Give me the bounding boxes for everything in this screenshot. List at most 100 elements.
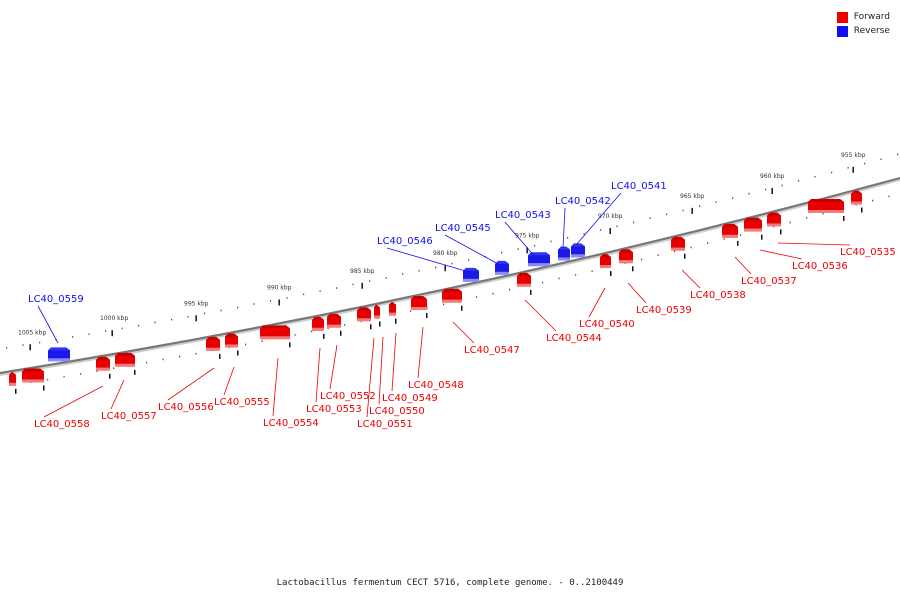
gene-label[interactable]: LC40_0550 (369, 406, 425, 417)
LC40_0554-gene[interactable] (327, 313, 342, 336)
gene-box[interactable] (96, 356, 111, 379)
gene-label[interactable]: LC40_0545 (435, 223, 491, 234)
LC40_0545-gene[interactable] (495, 260, 509, 275)
LC40_0557-gene[interactable] (225, 333, 239, 356)
scale-dot (195, 352, 197, 355)
scale-dot (740, 234, 742, 236)
LC40_0542-gene[interactable] (558, 246, 570, 261)
legend: Forward Reverse (836, 10, 890, 38)
LC40_0540-gene[interactable] (671, 236, 686, 259)
tick-mark (195, 315, 197, 322)
LC40_0537-gene[interactable] (767, 212, 782, 235)
scale-dot (674, 250, 676, 253)
gene-label[interactable]: LC40_0542 (555, 196, 611, 207)
scale-dot (641, 258, 643, 261)
gene-label[interactable]: LC40_0546 (377, 236, 433, 247)
gene-box[interactable] (115, 352, 136, 375)
gene-features (9, 190, 863, 394)
gene-label[interactable]: LC40_0547 (464, 345, 520, 356)
LC40_0556-gene[interactable] (260, 325, 291, 348)
LC40_0535-gene[interactable] (851, 190, 863, 213)
scale-dot (682, 209, 684, 212)
gene-leader-line (386, 247, 470, 273)
LC40_0539-gene[interactable] (722, 223, 739, 246)
LC40_0541-gene[interactable] (571, 243, 585, 258)
scale-dot (814, 175, 816, 178)
gene-label[interactable]: LC40_0557 (101, 411, 157, 422)
gene-label[interactable]: LC40_0554 (263, 418, 319, 429)
LC40_0536-gene[interactable] (808, 198, 845, 221)
LC40_0552-gene[interactable] (374, 304, 381, 327)
gene-leader-line (504, 221, 537, 259)
tick-label: 965 kbp (680, 193, 705, 200)
scale-dot (897, 153, 899, 156)
gene-label[interactable]: LC40_0553 (306, 404, 362, 415)
gene-label[interactable]: LC40_0535 (840, 247, 896, 258)
gene-label[interactable]: LC40_0540 (579, 319, 635, 330)
LC40_0553-gene[interactable] (357, 307, 372, 330)
scale-dot (113, 367, 115, 369)
LC40_0547-gene[interactable] (600, 254, 612, 277)
scale-dot (690, 246, 692, 249)
gene-leader-line (734, 256, 752, 275)
gene-leader-line (444, 234, 501, 266)
tick-mark (29, 344, 31, 351)
scale-dot (699, 205, 701, 207)
gene-label[interactable]: LC40_0543 (495, 210, 551, 221)
scale-dot (773, 225, 775, 228)
LC40_0555-gene[interactable] (312, 316, 325, 339)
LC40_0551-gene[interactable] (389, 301, 397, 324)
gene-leader-line (588, 287, 606, 318)
gene-label[interactable]: LC40_0558 (34, 419, 90, 430)
gene-box[interactable] (22, 368, 45, 391)
gene-label[interactable]: LC40_0548 (408, 380, 464, 391)
gene-label[interactable]: LC40_0538 (690, 290, 746, 301)
gene-leader-line (391, 332, 397, 392)
tick-mark (852, 166, 854, 173)
LC40_0559-gene[interactable] (48, 347, 70, 362)
LC40_0544-gene[interactable] (619, 249, 634, 272)
backbone-line (0, 176, 900, 375)
gene-box[interactable] (9, 371, 17, 394)
tick-label: 990 kbp (267, 284, 292, 291)
scale-dot (517, 248, 519, 250)
LC40_0546-gene[interactable] (463, 267, 479, 282)
gene-label[interactable]: LC40_0539 (636, 305, 692, 316)
LC40_0550-gene[interactable] (411, 296, 428, 319)
scale-dot (204, 312, 206, 315)
gene-label[interactable]: LC40_0544 (546, 333, 602, 344)
LC40_0558-gene[interactable] (206, 336, 221, 359)
scale-dot (534, 244, 536, 247)
scale-dot (781, 184, 783, 187)
gene-label[interactable]: LC40_0541 (611, 181, 667, 192)
scale-dot (96, 370, 98, 373)
gene-leader-line (366, 337, 375, 418)
gene-label[interactable]: LC40_0549 (382, 393, 438, 404)
gene-leader-line (575, 192, 622, 246)
scale-dot (567, 237, 569, 239)
scale-dot (847, 166, 849, 169)
scale-dot (294, 334, 296, 336)
scale-dot (80, 373, 82, 375)
gene-label[interactable]: LC40_0537 (741, 276, 797, 287)
tick-mark (771, 188, 773, 195)
scale-dot (311, 330, 313, 333)
gene-leader-line (759, 249, 803, 260)
LC40_0543-gene[interactable] (528, 252, 550, 267)
scale-dot (707, 242, 709, 244)
gene-label[interactable]: LC40_0555 (214, 397, 270, 408)
gene-label[interactable]: LC40_0551 (357, 419, 413, 430)
gene-label[interactable]: LC40_0556 (158, 402, 214, 413)
LC40_0548-gene[interactable] (517, 272, 532, 295)
LC40_0549-gene[interactable] (442, 288, 463, 311)
gene-label[interactable]: LC40_0559 (28, 294, 84, 305)
LC40_0538-gene[interactable] (744, 217, 763, 240)
gene-label[interactable]: LC40_0536 (792, 261, 848, 272)
forward-swatch (836, 11, 848, 23)
scale-dot (468, 259, 470, 261)
tick-mark (444, 265, 446, 272)
gene-leader-line (37, 305, 59, 344)
gene-label[interactable]: LC40_0552 (320, 391, 376, 402)
tick-label: 995 kbp (184, 300, 209, 307)
tick-mark (526, 247, 528, 254)
